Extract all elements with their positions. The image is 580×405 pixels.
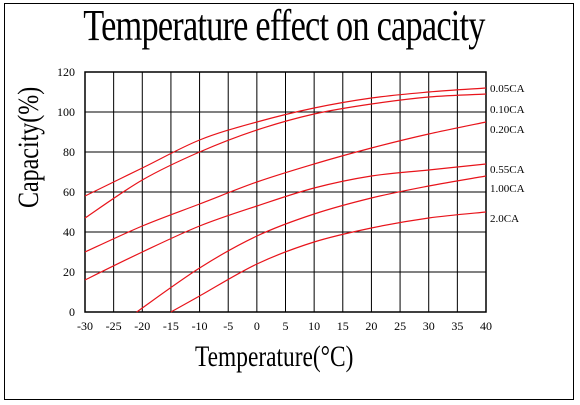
x-tick-label: 40 bbox=[480, 319, 492, 333]
y-tick-label: 0 bbox=[69, 305, 75, 319]
x-tick-label: -25 bbox=[106, 319, 122, 333]
x-tick-label: 10 bbox=[308, 319, 320, 333]
series-line-0-10ca bbox=[84, 93, 487, 219]
x-tick-label: 35 bbox=[451, 319, 463, 333]
x-tick-label: 0 bbox=[254, 319, 260, 333]
series-line-1-00ca bbox=[136, 175, 487, 313]
y-tick-label: 80 bbox=[63, 145, 75, 159]
chart-frame bbox=[4, 3, 574, 400]
y-tick-label: 20 bbox=[63, 265, 75, 279]
x-tick-label: -5 bbox=[223, 319, 233, 333]
series-line-2-0ca bbox=[170, 211, 487, 313]
y-tick-label: 60 bbox=[63, 185, 75, 199]
x-tick-label: 30 bbox=[423, 319, 435, 333]
series-line-0-05ca bbox=[84, 87, 487, 197]
y-tick-label: 120 bbox=[57, 65, 75, 79]
plot-border bbox=[84, 71, 487, 313]
x-axis-label: Temperature(°C) bbox=[195, 340, 354, 373]
series-line-0-20ca bbox=[84, 121, 487, 253]
x-tick-label: 25 bbox=[394, 319, 406, 333]
series-label: 0.55CA bbox=[490, 164, 525, 176]
series-label: 0.05CA bbox=[490, 83, 525, 95]
x-tick-label: 20 bbox=[365, 319, 377, 333]
series-line-0-55ca bbox=[84, 163, 487, 281]
y-tick-label: 40 bbox=[63, 225, 75, 239]
series-label: 0.10CA bbox=[490, 104, 525, 116]
y-tick-label: 100 bbox=[57, 105, 75, 119]
series-label: 0.20CA bbox=[490, 124, 525, 136]
x-tick-label: 5 bbox=[283, 319, 289, 333]
x-tick-label: -15 bbox=[163, 319, 179, 333]
chart-title: Temperature effect on capacity bbox=[83, 1, 485, 50]
x-tick-label: 15 bbox=[337, 319, 349, 333]
x-tick-label: -20 bbox=[134, 319, 150, 333]
series-label: 2.0CA bbox=[490, 213, 519, 225]
x-tick-label: -30 bbox=[77, 319, 93, 333]
x-tick-label: -10 bbox=[192, 319, 208, 333]
series-label: 1.00CA bbox=[490, 183, 525, 195]
